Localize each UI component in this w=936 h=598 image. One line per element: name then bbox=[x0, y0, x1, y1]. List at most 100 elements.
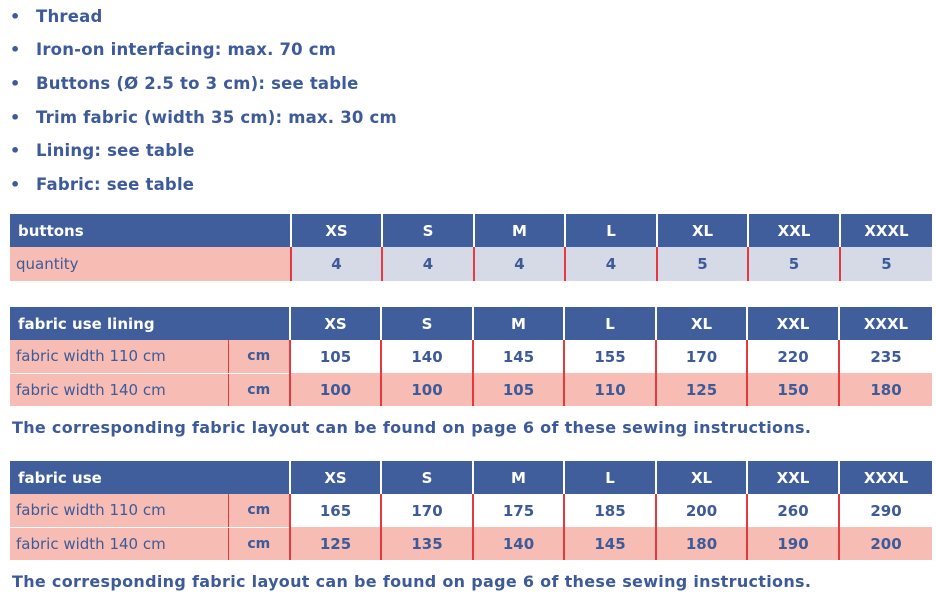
list-item-text: Thread bbox=[36, 7, 103, 26]
size-header: XS bbox=[289, 461, 382, 494]
size-header: L bbox=[564, 214, 657, 247]
table-cell: 170 bbox=[655, 340, 747, 373]
table-cell: 200 bbox=[838, 527, 933, 560]
list-item-text: Iron-on interfacing: max. 70 cm bbox=[36, 40, 337, 59]
bullet-icon: • bbox=[10, 40, 21, 59]
unit-label: cm bbox=[227, 340, 290, 374]
table-title: fabric use bbox=[10, 461, 291, 494]
table-cell: 235 bbox=[838, 340, 932, 373]
fabric-use-table: fabric use XS S M L XL XXL XXXL fabric w… bbox=[10, 461, 933, 560]
size-header: XS bbox=[289, 307, 381, 340]
row-label: quantity bbox=[10, 247, 291, 281]
table-cell: 290 bbox=[838, 494, 933, 527]
bullet-icon: • bbox=[10, 175, 21, 194]
unit-label: cm bbox=[227, 494, 291, 528]
table-cell: 105 bbox=[289, 340, 381, 373]
size-header: XS bbox=[290, 214, 382, 247]
table-cell: 145 bbox=[563, 527, 657, 560]
table-cell: 175 bbox=[472, 494, 565, 527]
bullet-icon: • bbox=[10, 7, 21, 26]
table-cell: 110 bbox=[563, 373, 656, 406]
table-cell: 100 bbox=[380, 373, 473, 406]
table-row: fabric width 140 cm cm 100 100 105 110 1… bbox=[10, 373, 932, 406]
size-header: XXXL bbox=[838, 307, 932, 340]
table-cell: 4 bbox=[290, 247, 382, 281]
size-header: XXL bbox=[747, 214, 840, 247]
list-item: • Buttons (Ø 2.5 to 3 cm): see table bbox=[0, 69, 700, 103]
table-cell: 145 bbox=[472, 340, 564, 373]
table-title: buttons bbox=[10, 214, 291, 247]
size-header: M bbox=[472, 461, 565, 494]
table-row: fabric width 140 cm cm 125 135 140 145 1… bbox=[10, 527, 933, 560]
table-cell: 100 bbox=[289, 373, 381, 406]
table-cell: 140 bbox=[380, 340, 473, 373]
bullet-icon: • bbox=[10, 74, 21, 93]
row-label: fabric width 140 cm bbox=[10, 373, 228, 406]
table-header-row: fabric use XS S M L XL XXL XXXL bbox=[10, 461, 933, 494]
table-header-row: fabric use lining XS S M L XL XXL XXXL bbox=[10, 307, 932, 340]
table-cell: 5 bbox=[656, 247, 748, 281]
table-cell: 180 bbox=[838, 373, 932, 406]
table-cell: 4 bbox=[564, 247, 657, 281]
unit-label: cm bbox=[227, 373, 290, 406]
size-header: XL bbox=[656, 214, 748, 247]
size-header: M bbox=[473, 214, 565, 247]
table-cell: 155 bbox=[563, 340, 656, 373]
list-item: • Trim fabric (width 35 cm): max. 30 cm bbox=[0, 103, 700, 137]
table-title: fabric use lining bbox=[10, 307, 290, 340]
list-item-text: Fabric: see table bbox=[36, 175, 195, 194]
unit-label: cm bbox=[227, 527, 291, 560]
list-item: • Iron-on interfacing: max. 70 cm bbox=[0, 35, 700, 69]
size-header: S bbox=[380, 461, 474, 494]
table-cell: 125 bbox=[655, 373, 747, 406]
list-item: • Thread bbox=[0, 2, 700, 36]
table-cell: 5 bbox=[839, 247, 932, 281]
table-header-row: buttons XS S M L XL XXL XXXL bbox=[10, 214, 932, 247]
table-cell: 220 bbox=[746, 340, 839, 373]
fabric-layout-note: The corresponding fabric layout can be f… bbox=[12, 572, 812, 591]
size-header: XL bbox=[655, 307, 747, 340]
row-label: fabric width 110 cm bbox=[10, 494, 228, 528]
table-cell: 200 bbox=[655, 494, 748, 527]
size-header: XXL bbox=[746, 307, 839, 340]
size-header: L bbox=[563, 461, 657, 494]
bullet-icon: • bbox=[10, 108, 21, 127]
list-item-text: Lining: see table bbox=[36, 141, 195, 160]
table-row: quantity 4 4 4 4 5 5 5 bbox=[10, 247, 932, 281]
table-row: fabric width 110 cm cm 165 170 175 185 2… bbox=[10, 494, 933, 528]
table-cell: 105 bbox=[472, 373, 564, 406]
size-header: XXL bbox=[746, 461, 840, 494]
table-cell: 125 bbox=[289, 527, 382, 560]
size-header: M bbox=[472, 307, 564, 340]
size-header: S bbox=[380, 307, 473, 340]
table-cell: 150 bbox=[746, 373, 839, 406]
buttons-table: buttons XS S M L XL XXL XXXL quantity 4 … bbox=[10, 214, 932, 281]
list-item-text: Buttons (Ø 2.5 to 3 cm): see table bbox=[36, 74, 359, 93]
table-cell: 4 bbox=[473, 247, 565, 281]
size-header: S bbox=[381, 214, 474, 247]
table-cell: 260 bbox=[746, 494, 840, 527]
list-item-text: Trim fabric (width 35 cm): max. 30 cm bbox=[36, 108, 397, 127]
table-row: fabric width 110 cm cm 105 140 145 155 1… bbox=[10, 340, 932, 374]
row-label: fabric width 140 cm bbox=[10, 527, 228, 560]
table-cell: 135 bbox=[380, 527, 474, 560]
list-item: • Fabric: see table bbox=[0, 170, 700, 204]
table-cell: 180 bbox=[655, 527, 748, 560]
table-cell: 140 bbox=[472, 527, 565, 560]
table-cell: 4 bbox=[381, 247, 474, 281]
size-header: XXXL bbox=[839, 214, 932, 247]
table-cell: 170 bbox=[380, 494, 474, 527]
table-cell: 185 bbox=[563, 494, 657, 527]
table-cell: 5 bbox=[747, 247, 840, 281]
size-header: XXXL bbox=[838, 461, 933, 494]
bullet-icon: • bbox=[10, 141, 21, 160]
table-cell: 190 bbox=[746, 527, 840, 560]
list-item: • Lining: see table bbox=[0, 136, 700, 170]
fabric-layout-note: The corresponding fabric layout can be f… bbox=[12, 418, 812, 437]
lining-table: fabric use lining XS S M L XL XXL XXXL f… bbox=[10, 307, 932, 406]
size-header: L bbox=[563, 307, 656, 340]
size-header: XL bbox=[655, 461, 748, 494]
row-label: fabric width 110 cm bbox=[10, 340, 228, 374]
table-cell: 165 bbox=[289, 494, 382, 527]
